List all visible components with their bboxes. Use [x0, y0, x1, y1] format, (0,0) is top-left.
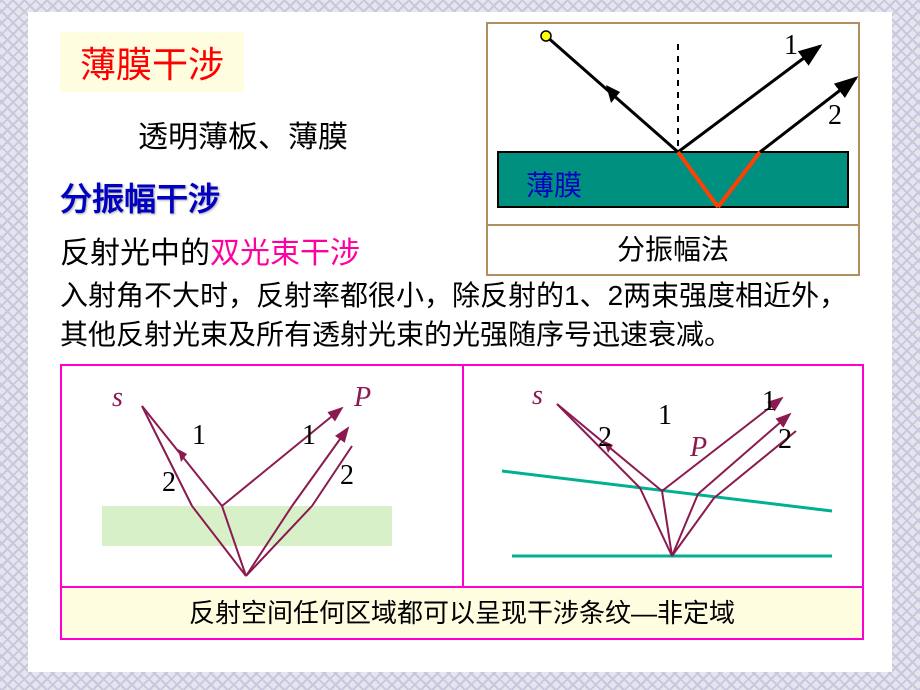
- reflected-ray-1: [678, 46, 820, 152]
- bottom-caption: 反射空间任何区域都可以呈现干涉条纹—非定域: [62, 586, 862, 638]
- slide-canvas: 薄膜干涉 透明薄板、薄膜 分振幅干涉 反射光中的双光束干涉 入射角不大时，反射率…: [28, 12, 892, 672]
- right-2a: 2: [598, 422, 612, 453]
- left-S: s: [112, 382, 123, 413]
- left-1b: 1: [302, 420, 316, 451]
- right-P: P: [689, 432, 707, 463]
- right-panel-svg: s P 1 1 2 2: [462, 366, 862, 588]
- right-S: s: [532, 380, 543, 411]
- film-label: 薄膜: [526, 164, 582, 204]
- left-film: [102, 506, 392, 546]
- source-dot: [541, 31, 551, 41]
- main-title: 薄膜干涉: [60, 32, 244, 92]
- left-1a: 1: [192, 420, 206, 451]
- left-2a: 2: [162, 467, 176, 498]
- left-P: P: [353, 382, 371, 413]
- right-2b: 2: [778, 424, 792, 455]
- line3: 反射光中的双光束干涉: [60, 228, 360, 272]
- right-out-2: [698, 414, 790, 494]
- section-title: 分振幅干涉: [60, 174, 220, 220]
- right-1a: 1: [658, 400, 672, 431]
- line3-prefix: 反射光中的: [60, 237, 210, 270]
- top-diagram: 1 2 薄膜 分振幅法: [486, 22, 860, 276]
- right-1b: 1: [762, 386, 776, 417]
- body-paragraph: 入射角不大时，反射率都很小，除反射的1、2两束强度相近外，其他反射光束及所有透射…: [60, 276, 860, 354]
- right-top-surface: [502, 471, 832, 511]
- ray1-label: 1: [784, 30, 798, 61]
- left-2b: 2: [340, 460, 354, 491]
- bottom-diagram-box: s P 1 1 2 2: [60, 364, 864, 640]
- left-panel-svg: s P 1 1 2 2: [62, 366, 462, 588]
- ray2-label: 2: [828, 100, 842, 131]
- left-out-1: [222, 408, 342, 506]
- line3-highlight: 双光束干涉: [210, 237, 360, 270]
- subtitle: 透明薄板、薄膜: [138, 112, 348, 156]
- top-diagram-caption: 分振幅法: [488, 224, 858, 274]
